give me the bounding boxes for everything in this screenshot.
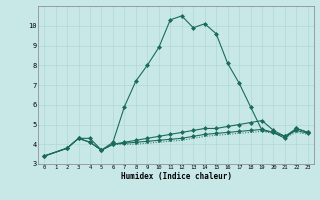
X-axis label: Humidex (Indice chaleur): Humidex (Indice chaleur) — [121, 172, 231, 181]
